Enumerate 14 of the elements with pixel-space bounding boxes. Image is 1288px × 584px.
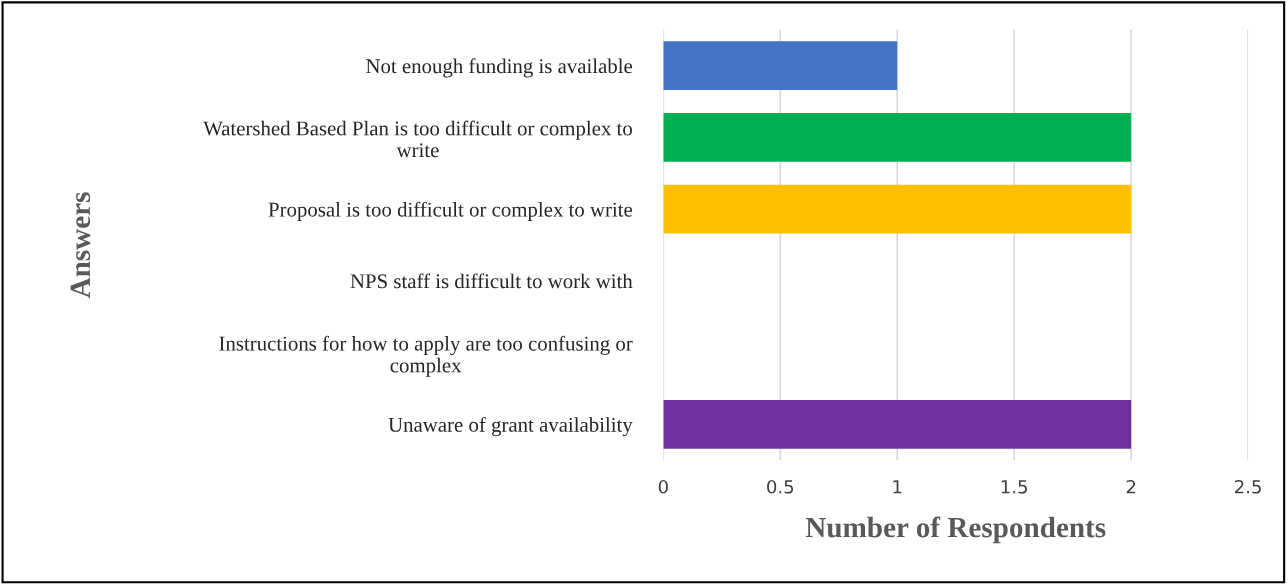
- x-tick-label: 1.5: [1001, 480, 1027, 494]
- x-tick-label: 0.5: [767, 479, 794, 494]
- y-tick-label: Instructions for how to apply are too confusing or complex: [219, 335, 633, 377]
- y-tick-label: NPS staff is difficult to work with: [350, 273, 633, 289]
- x-axis-title: Number of Respondents: [805, 516, 1106, 544]
- x-tick-label: 2: [1126, 479, 1136, 494]
- y-tick-label: Not enough funding is available: [366, 58, 633, 78]
- x-tick-label: 2.5: [1235, 479, 1261, 494]
- y-tick-label: Unaware of grant availability: [388, 416, 633, 437]
- y-axis-title: Answers: [70, 192, 91, 299]
- x-tick-label: 1: [893, 480, 902, 494]
- x-tick-label: 0: [658, 479, 668, 494]
- y-tick-label: Watershed Based Plan is too difficult or complex to write: [203, 120, 632, 158]
- y-tick-label: Proposal is too difficult or complex to write: [268, 201, 633, 221]
